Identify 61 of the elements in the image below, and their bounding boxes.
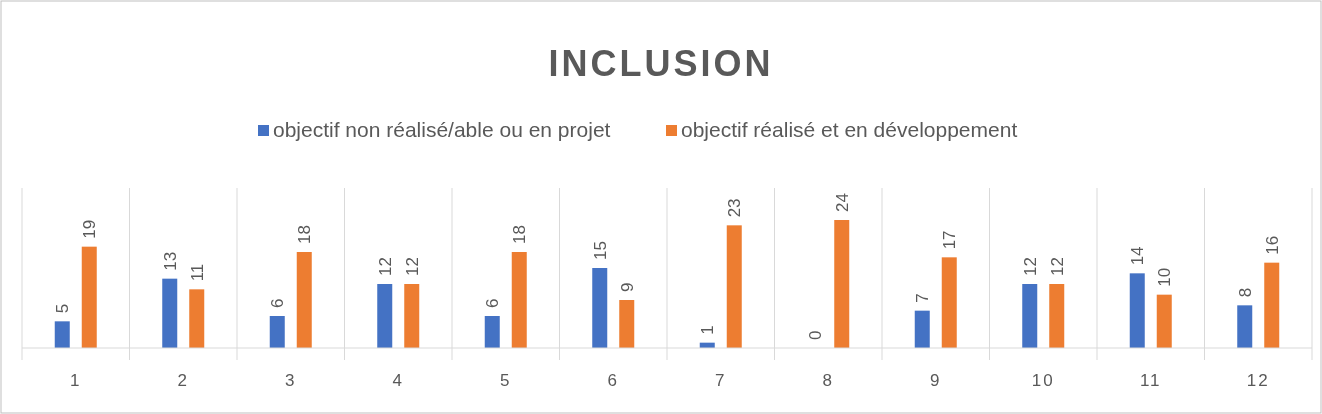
bar xyxy=(834,220,850,348)
x-tick-label: 4 xyxy=(392,371,404,390)
bar xyxy=(54,321,70,348)
chart-title: INCLUSION xyxy=(548,43,774,84)
data-label: 16 xyxy=(1262,235,1282,255)
data-label: 12 xyxy=(1047,257,1067,276)
x-tick-label: 3 xyxy=(285,371,297,390)
bar xyxy=(1049,284,1065,348)
x-tick-label: 6 xyxy=(607,371,619,390)
data-label: 12 xyxy=(402,257,422,276)
bar xyxy=(1022,284,1038,348)
data-label: 6 xyxy=(483,298,503,308)
bar xyxy=(941,257,957,348)
data-label: 12 xyxy=(1020,257,1040,276)
bar xyxy=(1264,262,1280,348)
data-label: 7 xyxy=(913,293,933,303)
x-tick-label: 8 xyxy=(822,371,834,390)
data-label: 5 xyxy=(53,303,73,314)
data-label: 19 xyxy=(80,219,100,239)
data-label: 11 xyxy=(187,263,207,282)
data-label: 15 xyxy=(590,241,610,260)
data-label: 18 xyxy=(510,225,530,244)
x-tick-label: 9 xyxy=(930,371,942,390)
data-label: 1 xyxy=(698,325,718,335)
bar xyxy=(1156,294,1172,348)
x-tick-label: 1 xyxy=(70,371,82,390)
bar xyxy=(189,289,205,348)
data-label: 8 xyxy=(1235,287,1255,298)
bar xyxy=(81,246,97,348)
data-label: 6 xyxy=(268,298,288,308)
bar xyxy=(914,310,930,348)
bar xyxy=(269,316,285,348)
bar xyxy=(511,252,527,348)
bar xyxy=(619,300,635,348)
bar xyxy=(296,252,312,348)
data-label: 18 xyxy=(295,225,315,244)
legend-label: objectif non réalisé/able ou en projet xyxy=(273,118,611,141)
x-tick-label: 10 xyxy=(1031,371,1055,390)
bar xyxy=(592,268,608,348)
x-tick-label: 11 xyxy=(1139,371,1162,390)
data-label: 14 xyxy=(1128,246,1148,266)
data-label: 10 xyxy=(1155,267,1175,287)
data-label: 9 xyxy=(617,282,637,292)
bar xyxy=(1129,273,1145,348)
legend-label: objectif réalisé et en développement xyxy=(681,118,1018,141)
x-tick-label: 2 xyxy=(177,371,189,390)
data-label: 13 xyxy=(160,251,180,271)
x-tick-label: 12 xyxy=(1246,371,1270,390)
x-tick-label: 7 xyxy=(715,371,727,390)
bar xyxy=(404,284,420,348)
x-tick-label: 5 xyxy=(500,371,512,390)
data-label: 23 xyxy=(725,198,745,218)
bar xyxy=(484,316,500,348)
data-label: 0 xyxy=(805,330,825,340)
bar xyxy=(726,225,742,348)
bar xyxy=(377,284,393,348)
data-label: 12 xyxy=(375,257,395,276)
data-label: 17 xyxy=(940,230,960,250)
bar xyxy=(1237,305,1253,348)
bar xyxy=(162,278,178,348)
data-label: 24 xyxy=(832,193,852,212)
